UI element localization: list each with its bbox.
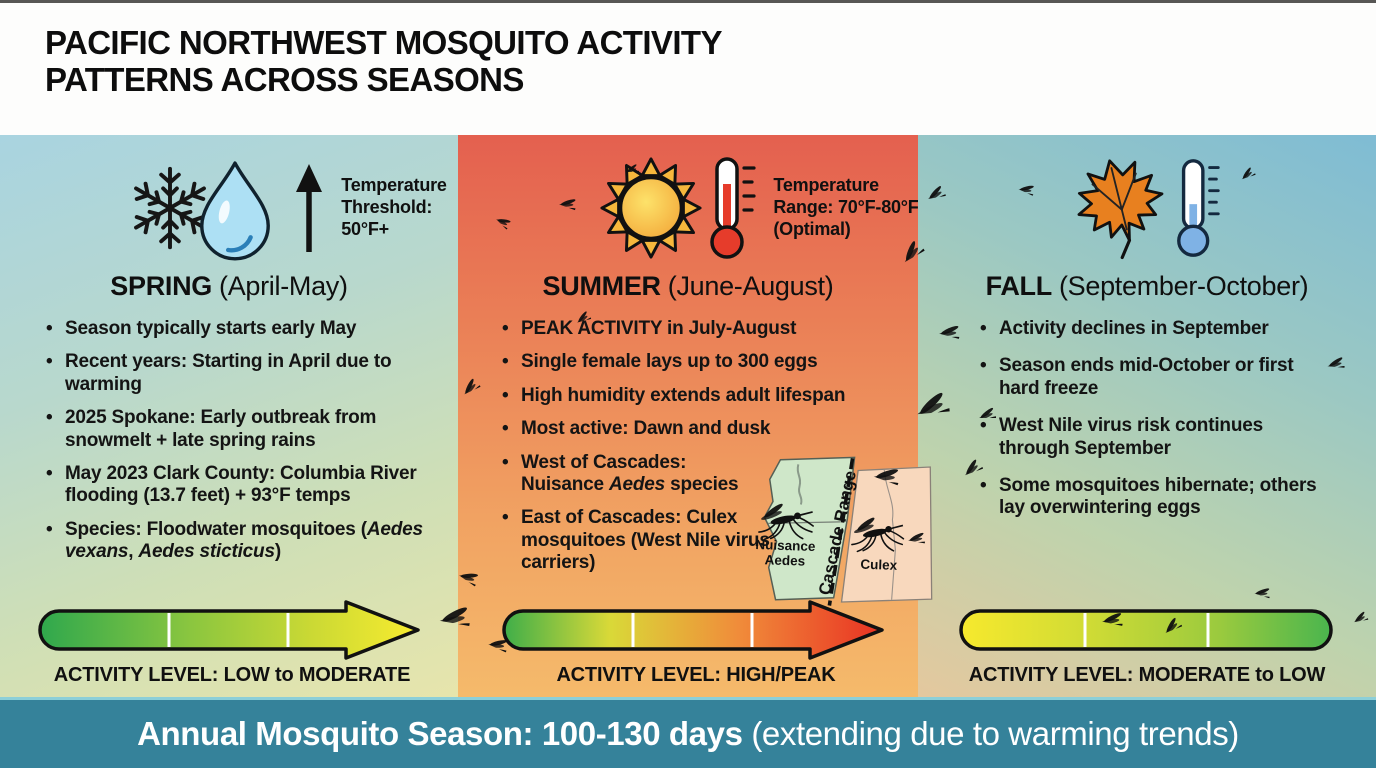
footer-text: Annual Mosquito Season: 100-130 days (ex… [137,715,1239,753]
cascade-range-map: Cascade Range Nuisance Aedes Culex [755,456,933,606]
season-heading-spring: SPRING (April-May) [0,271,458,302]
thermometer-cold-icon [1177,159,1220,257]
footer-banner: Annual Mosquito Season: 100-130 days (ex… [0,697,1376,768]
activity-prefix: ACTIVITY LEVEL: [968,664,1139,686]
activity-connector: to [269,664,299,686]
bullet-item: May 2023 Clark County: Columbia River fl… [46,463,446,508]
season-range: (April-May) [219,271,348,301]
spring-panel: Temperature Threshold: 50°F+ SPRING (Apri… [0,135,458,697]
title-line-1: PACIFIC NORTHWEST MOSQUITO ACTIVITY [45,24,722,61]
fall-panel: FALL(September-October) Activity decline… [918,135,1376,697]
temp-line: 50°F+ [341,218,389,239]
temp-line: Temperature [341,175,447,196]
species-name: Aedes [608,474,665,496]
bullet-item: High humidity extends adult lifespan [502,385,898,408]
bullet-text: , [128,541,139,563]
snowflake-icon [134,166,207,250]
season-name: SUMMER [542,271,662,301]
bullet-item: Most active: Dawn and dusk [502,418,898,441]
activity-level: LOW [223,664,270,686]
activity-label-spring: ACTIVITY LEVEL: LOW to MODERATE [36,664,428,687]
fall-activity: ACTIVITY LEVEL: MODERATE to LOW [958,599,1336,687]
map-west-label-line1: Nuisance [755,537,816,554]
activity-level: HIGH/PEAK [726,664,836,686]
thermometer-hot-icon [710,157,756,259]
season-heading-fall: FALL (September-October) [918,271,1376,302]
species-name: Aedes sticticus [138,541,275,563]
temperature-range-label: Temperature Range: 70°F-80°F (Optimal) [773,175,918,241]
species-name: Aedes vexans [65,518,423,563]
bullet-item: West Nile virus risk continues through S… [980,415,1338,460]
activity-level: MODERATE [1138,664,1251,686]
cascade-range-dashed-line [827,458,855,606]
temp-line: Range: 70°F-80°F [773,197,919,218]
temperature-threshold-label: Temperature Threshold: 50°F+ [341,175,447,241]
bullet-item: Recent years: Starting in April due to w… [46,351,446,396]
activity-label-fall: ACTIVITY LEVEL: MODERATE to LOW [958,664,1336,687]
temp-line: Temperature [773,175,879,196]
summer-icon-row: Temperature Range: 70°F-80°F (Optimal) [528,149,988,267]
maple-leaf-icon [1077,159,1164,260]
bullet-item: Some mosquitoes hibernate; others lay ov… [980,475,1338,520]
bullet-item: PEAK ACTIVITY in July-August [502,318,898,341]
summer-panel: Temperature Range: 70°F-80°F (Optimal) S… [458,135,919,697]
east-cascades-bullet: East of Cascades: Culex mosquitoes (West… [502,507,799,574]
season-heading-summer: SUMMER (June-August) [458,271,918,302]
footer-note: (extending due to warming trends) [751,715,1239,752]
map-west-label-line2: Aedes [764,552,805,568]
puget-sound-detail [796,464,803,505]
map-east-label: Culex [860,557,898,573]
bullet-item: Season ends mid-October or first hard fr… [980,355,1338,400]
bullet-text: Nuisance [521,474,609,496]
fall-icon-row [918,149,1376,267]
top-edge-strip [0,0,1376,3]
bullet-text: West of Cascades: [521,451,687,473]
header: PACIFIC NORTHWEST MOSQUITO ACTIVITY PATT… [0,0,1376,135]
bullet-item: Activity declines in September [980,318,1338,341]
activity-prefix: ACTIVITY LEVEL: [556,664,727,686]
activity-level: LOW [1279,664,1326,686]
footer-main: Annual Mosquito Season: 100-130 days [137,715,752,752]
activity-label-summer: ACTIVITY LEVEL: HIGH/PEAK [500,664,892,687]
spring-bullet-list: Season typically starts early May Recent… [0,318,446,564]
fall-bullet-list: Activity declines in September Season en… [918,318,1338,520]
activity-connector: to [1249,664,1280,686]
bullet-text: species [665,474,739,496]
season-range: (June-August) [667,271,834,301]
seasons-content: Temperature Threshold: 50°F+ SPRING (Apri… [0,135,1376,697]
temp-line: Threshold: [341,197,433,218]
season-name: SPRING [110,271,212,301]
rising-temp-arrow-icon [296,164,323,252]
spring-activity: ACTIVITY LEVEL: LOW to MODERATE [36,599,428,687]
droplet-icon [200,161,271,261]
activity-prefix: ACTIVITY LEVEL: [53,664,224,686]
bullet-text: Species: Floodwater mosquitoes ( [65,518,367,540]
species-bullet: Species: Floodwater mosquitoes (Aedes ve… [46,519,446,564]
page-title: PACIFIC NORTHWEST MOSQUITO ACTIVITY PATT… [45,24,1376,99]
title-line-2: PATTERNS ACROSS SEASONS [45,61,524,99]
washington-west-region [763,456,856,601]
activity-level: MODERATE [298,664,411,686]
season-range: (September-October) [1058,271,1309,301]
summer-bullet-list: PEAK ACTIVITY in July-August Single fema… [458,318,898,575]
activity-bar-fall [959,609,1333,651]
temp-line: (Optimal) [773,218,851,239]
season-name: FALL [985,271,1053,301]
bullet-item: 2025 Spokane: Early outbreak from snowme… [46,407,446,452]
spring-icon-row: Temperature Threshold: 50°F+ [55,149,513,267]
west-cascades-bullet: West of Cascades:Nuisance Aedes species [502,452,898,497]
bullet-item: Season typically starts early May [46,318,446,341]
activity-arrow-spring [38,600,420,660]
sun-icon [600,157,702,259]
bullet-item: Single female lays up to 300 eggs [502,351,898,374]
bullet-text: ) [274,541,281,563]
